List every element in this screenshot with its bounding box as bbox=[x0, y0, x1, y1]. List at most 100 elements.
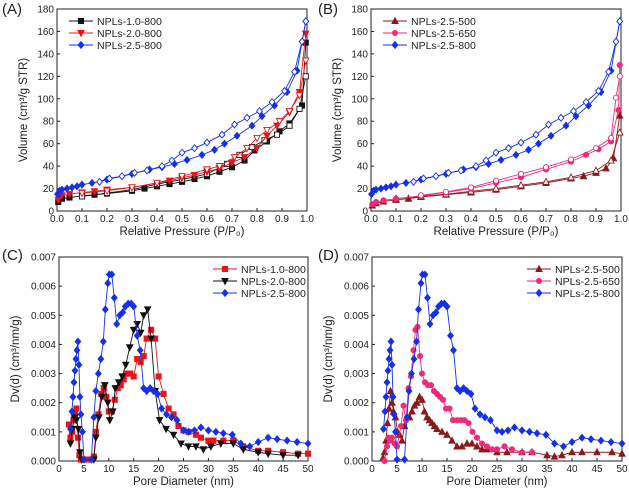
desorption-line bbox=[81, 60, 307, 194]
data-point bbox=[492, 148, 500, 157]
x-tick-label: 0.0 bbox=[50, 214, 64, 225]
data-point bbox=[221, 139, 228, 148]
data-point bbox=[607, 437, 615, 447]
data-point bbox=[382, 392, 390, 401]
data-point bbox=[492, 177, 500, 184]
x-tick-label: 0.7 bbox=[539, 214, 553, 225]
data-point bbox=[136, 346, 144, 355]
data-point bbox=[304, 439, 312, 448]
x-tick-label: 0.8 bbox=[250, 214, 264, 225]
data-point bbox=[94, 414, 103, 422]
data-point bbox=[74, 337, 82, 346]
data-point bbox=[63, 184, 71, 193]
data-point bbox=[616, 62, 623, 69]
legend-item: NPLs-2.0-800 bbox=[213, 276, 306, 288]
data-point bbox=[129, 326, 138, 335]
data-point bbox=[264, 450, 273, 459]
data-point bbox=[118, 172, 126, 181]
data-point bbox=[463, 439, 471, 447]
data-point bbox=[473, 442, 481, 450]
y-tick-label: 180 bbox=[37, 5, 54, 16]
adsorption-line bbox=[371, 21, 621, 195]
data-point bbox=[381, 457, 388, 465]
data-point bbox=[602, 164, 610, 172]
data-point bbox=[578, 433, 586, 442]
data-point bbox=[608, 447, 616, 456]
y-tick-label: 120 bbox=[351, 72, 368, 83]
data-point bbox=[168, 156, 176, 165]
x-tick-label: 10 bbox=[416, 464, 428, 475]
legend-item: NPLs-2.5-800 bbox=[527, 288, 620, 300]
data-point bbox=[587, 435, 595, 444]
data-point bbox=[97, 354, 105, 364]
legend-label: NPLs-2.5-650 bbox=[411, 28, 476, 40]
data-point bbox=[69, 392, 77, 401]
data-point bbox=[66, 440, 75, 448]
data-point bbox=[535, 139, 542, 148]
legend-marker bbox=[535, 264, 543, 273]
data-point bbox=[240, 154, 249, 162]
data-point bbox=[281, 86, 288, 95]
data-point bbox=[211, 145, 218, 154]
data-point bbox=[397, 422, 405, 430]
legend-marker bbox=[391, 29, 399, 37]
data-point bbox=[302, 73, 309, 80]
data-point bbox=[148, 326, 155, 333]
data-point bbox=[76, 449, 84, 457]
data-point bbox=[103, 187, 111, 196]
data-point bbox=[133, 331, 141, 340]
series-npls-2.5-500 bbox=[379, 386, 626, 462]
data-point bbox=[143, 306, 152, 314]
data-point bbox=[192, 443, 200, 451]
x-tick-label: 25 bbox=[178, 464, 190, 475]
y-axis-label: Dv(d) (cm³/nm/g) bbox=[323, 315, 335, 402]
y-tick-label: 0.005 bbox=[31, 311, 56, 322]
data-point bbox=[446, 405, 453, 412]
data-point bbox=[191, 144, 198, 153]
data-point bbox=[472, 162, 480, 171]
legend-marker bbox=[77, 29, 85, 38]
data-point bbox=[526, 427, 533, 436]
data-point bbox=[558, 450, 566, 459]
panel-b: (B) 0.0 0.1 0.2 0.3 0.4 0.5 0.6 0.7 0.8 0.9 1.0 0 20 4… bbox=[318, 1, 628, 238]
data-point bbox=[153, 179, 161, 188]
y-tick-label: 40 bbox=[357, 162, 369, 173]
legend-label: NPLs-2.5-800 bbox=[241, 288, 306, 300]
data-point bbox=[180, 426, 187, 435]
legend-marker bbox=[221, 265, 229, 273]
data-point bbox=[579, 171, 588, 180]
data-point bbox=[518, 449, 526, 456]
x-tick-label: 30 bbox=[203, 464, 215, 475]
panel-label: (C) bbox=[2, 247, 23, 264]
data-point bbox=[568, 437, 576, 447]
data-point bbox=[417, 192, 425, 199]
data-point bbox=[185, 427, 192, 436]
data-point bbox=[384, 366, 392, 375]
legend-item: NPLs-2.5-800 bbox=[213, 288, 306, 300]
legend-item: NPLs-2.5-500 bbox=[527, 264, 620, 276]
data-point bbox=[393, 443, 401, 450]
data-point bbox=[296, 105, 303, 112]
y-tick-label: 140 bbox=[37, 49, 54, 60]
y-tick-label: 0.001 bbox=[344, 427, 369, 438]
data-point bbox=[125, 344, 134, 352]
legend-item: NPLs-2.5-500 bbox=[383, 16, 476, 28]
data-point bbox=[163, 410, 171, 419]
x-tick-label: 5 bbox=[81, 464, 87, 475]
legend-label: NPLs-2.0-800 bbox=[97, 28, 162, 40]
data-point bbox=[612, 94, 620, 101]
data-point bbox=[72, 354, 80, 364]
data-point bbox=[191, 426, 198, 435]
y-tick-label: 160 bbox=[37, 27, 54, 38]
data-point bbox=[94, 369, 102, 378]
data-point bbox=[469, 428, 476, 435]
x-tick-label: 45 bbox=[591, 464, 603, 475]
data-point bbox=[545, 120, 552, 129]
data-point bbox=[372, 198, 380, 206]
data-point bbox=[410, 177, 417, 186]
data-point bbox=[103, 399, 112, 408]
data-point bbox=[229, 440, 238, 448]
y-tick-label: 140 bbox=[351, 49, 368, 60]
data-point bbox=[169, 431, 178, 440]
legend-item: NPLs-2.5-650 bbox=[383, 28, 476, 40]
